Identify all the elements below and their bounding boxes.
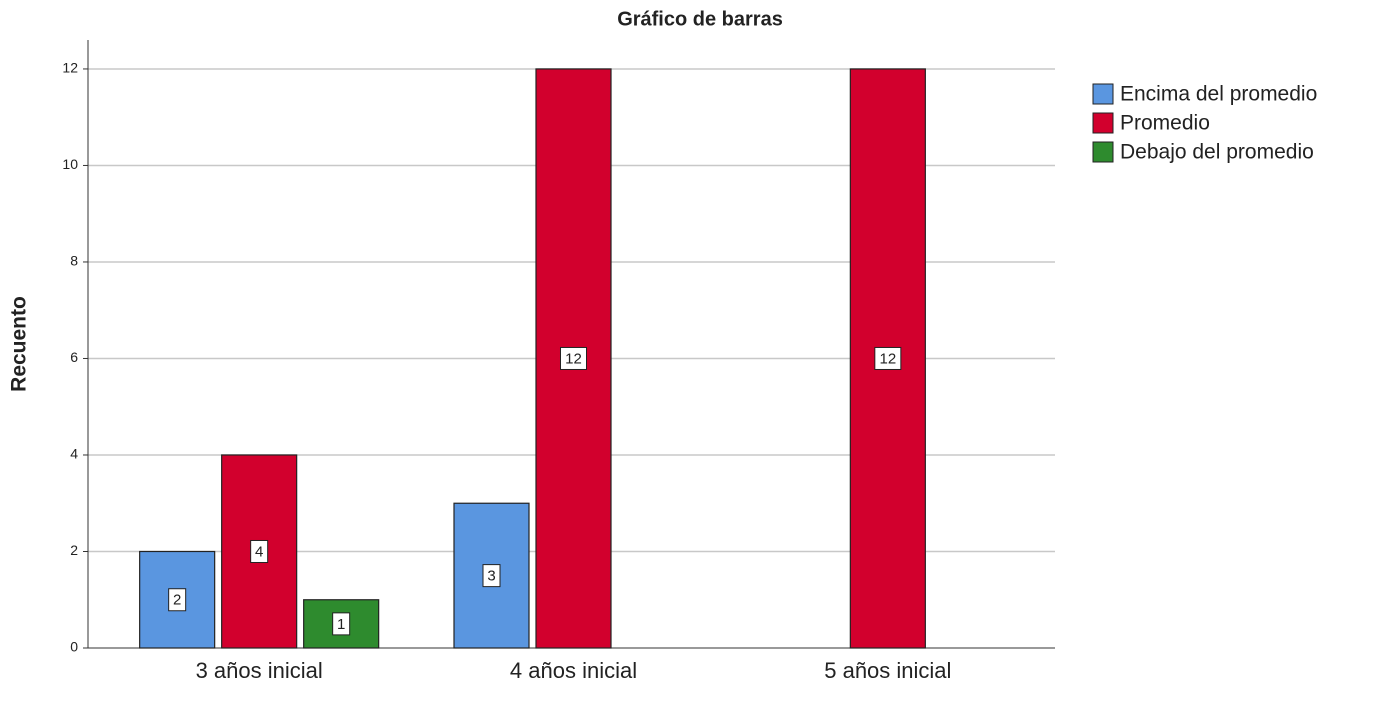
value-label: 12 — [565, 350, 582, 367]
y-tick-label: 2 — [70, 542, 78, 558]
y-tick-label: 0 — [70, 639, 78, 655]
y-tick-label: 4 — [70, 446, 78, 462]
value-label: 4 — [255, 543, 263, 560]
value-label: 3 — [487, 568, 495, 585]
chart-title: Gráfico de barras — [617, 8, 783, 30]
legend-swatch — [1092, 112, 1114, 134]
y-tick-label: 10 — [62, 156, 78, 172]
y-tick-label: 12 — [62, 60, 78, 76]
x-tick-label: 4 años inicial — [510, 658, 637, 683]
legend-swatch — [1092, 83, 1114, 105]
y-tick-label: 8 — [70, 253, 78, 269]
value-label: 2 — [173, 592, 181, 609]
value-label: 12 — [879, 350, 896, 367]
legend-label: Debajo del promedio — [1120, 141, 1314, 164]
y-axis-label: Recuento — [8, 296, 31, 392]
legend-swatch — [1092, 141, 1114, 163]
value-label-box — [168, 588, 187, 612]
value-label-box — [874, 346, 902, 370]
value-label-box — [332, 612, 351, 636]
value-label: 1 — [337, 616, 345, 633]
x-tick-label: 3 años inicial — [196, 658, 323, 683]
y-tick-label: 6 — [70, 349, 78, 365]
x-tick-label: 5 años inicial — [824, 658, 951, 683]
legend-label: Encima del promedio — [1120, 83, 1317, 106]
bar — [453, 502, 530, 649]
value-label-box — [560, 346, 587, 370]
legend-label: Promedio — [1120, 112, 1210, 135]
value-label-box — [482, 564, 501, 588]
value-label-box — [250, 539, 269, 563]
